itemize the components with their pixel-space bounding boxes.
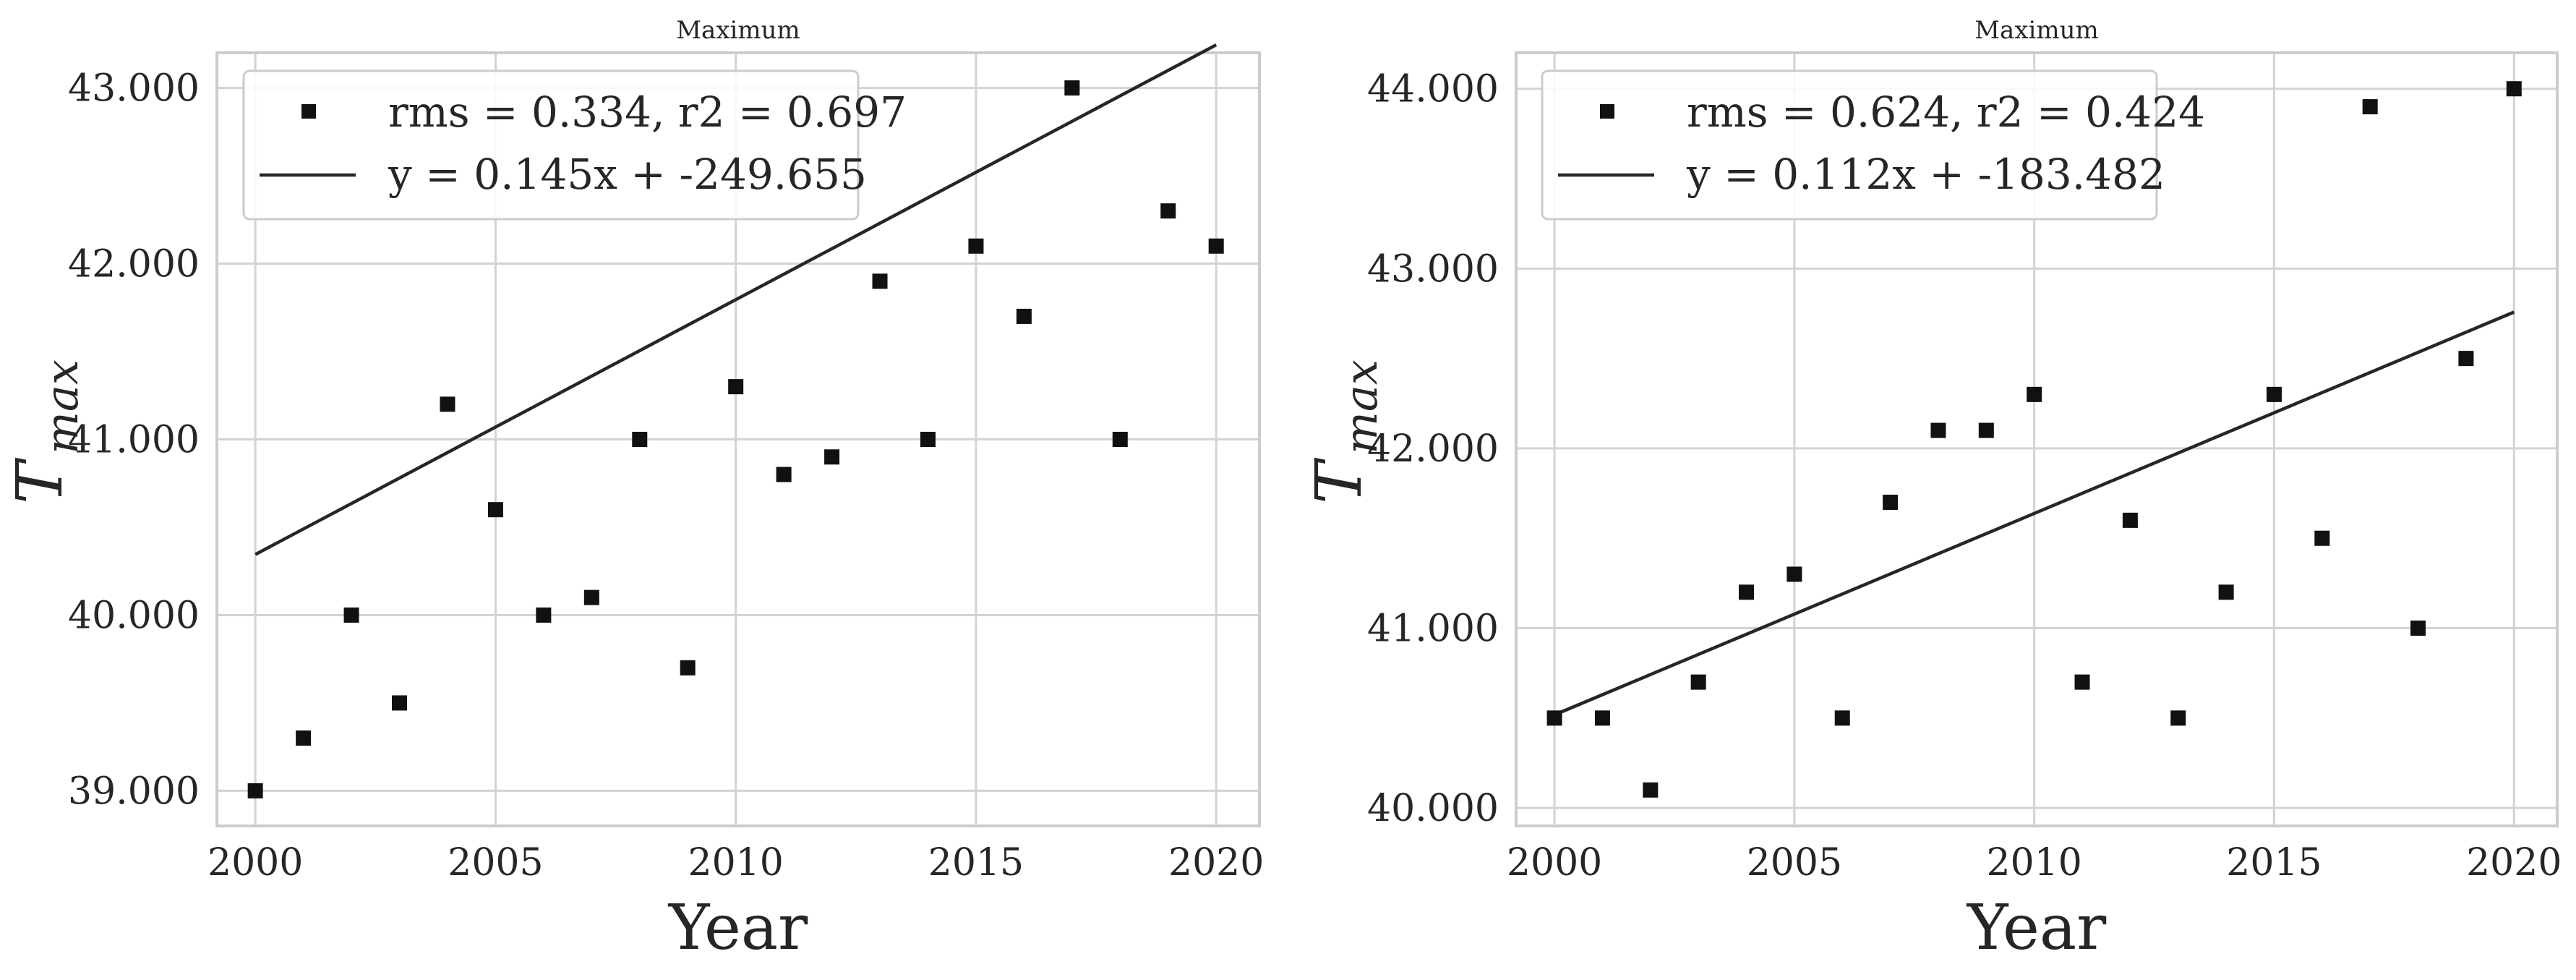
data-point [2410, 621, 2426, 636]
data-point [2506, 81, 2522, 97]
data-point [1594, 710, 1610, 726]
legend-box [242, 69, 860, 221]
x-tick-label: 2000 [207, 841, 303, 885]
data-point [1546, 710, 1562, 726]
legend-label-fit: y = 0.112x + -183.482 [1686, 150, 2165, 199]
data-point [1112, 432, 1128, 447]
chart-title: Maximum [676, 16, 800, 45]
chart-title: Maximum [1974, 16, 2099, 45]
y-tick-label: 43.000 [1367, 247, 1499, 291]
data-point [536, 607, 552, 623]
data-point [2122, 512, 2138, 528]
data-point [2027, 386, 2042, 402]
y-axis-label: T [2, 457, 77, 504]
data-point [1064, 80, 1080, 96]
data-point [2218, 584, 2234, 600]
legend-box [1541, 69, 2158, 221]
data-point [296, 730, 312, 746]
data-point [2266, 386, 2282, 402]
plot-frame [1515, 51, 2559, 827]
y-tick-label: 43.000 [68, 67, 200, 111]
data-point [343, 607, 359, 623]
plot-frame [215, 51, 1261, 827]
data-point [1643, 782, 1659, 798]
fit-line [254, 43, 1218, 556]
data-point [1834, 710, 1850, 726]
y-tick-label: 42.000 [1367, 427, 1499, 471]
data-point [1930, 422, 1946, 438]
data-point [1978, 422, 1994, 438]
data-point [440, 396, 455, 412]
data-point [2362, 99, 2378, 115]
legend-label-points: rms = 0.624, r2 = 0.424 [1687, 88, 2205, 137]
y-tick-label: 40.000 [68, 594, 200, 637]
data-point [872, 273, 888, 289]
x-tick-label: 2000 [1507, 841, 1602, 885]
data-point [776, 466, 792, 482]
data-point [1883, 495, 1899, 511]
x-tick-label: 2015 [2226, 841, 2322, 885]
legend-marker-square [1600, 104, 1614, 119]
data-point [2314, 530, 2330, 546]
legend-label-fit: y = 0.145x + -249.655 [388, 150, 867, 199]
legend-marker-square [301, 104, 316, 119]
x-tick-label: 2020 [2466, 841, 2562, 885]
y-tick-label: 42.000 [68, 243, 200, 286]
x-tick-label: 2015 [928, 841, 1024, 885]
data-point [1208, 238, 1224, 254]
x-tick-label: 2005 [1747, 841, 1842, 885]
y-tick-label: 39.000 [68, 770, 200, 813]
data-point [2458, 351, 2474, 367]
x-axis-label: Year [668, 892, 808, 964]
x-tick-label: 2005 [448, 841, 543, 885]
data-point [728, 379, 744, 395]
data-point [680, 660, 696, 676]
y-tick-label: 41.000 [1367, 608, 1499, 651]
x-tick-label: 2010 [688, 841, 784, 885]
x-tick-label: 2010 [1987, 841, 2082, 885]
y-tick-label: 40.000 [1367, 787, 1499, 830]
data-point [1690, 674, 1706, 690]
legend-label-points: rms = 0.334, r2 = 0.697 [388, 88, 907, 137]
data-point [1786, 566, 1802, 582]
data-point [1739, 584, 1755, 600]
y-axis-label: T [1301, 457, 1376, 504]
x-axis-label: Year [1967, 892, 2107, 964]
data-point [487, 502, 503, 518]
data-point [1160, 203, 1176, 219]
x-tick-label: 2020 [1168, 841, 1264, 885]
data-point [583, 589, 599, 605]
fit-line [1554, 310, 2515, 717]
chart-panel-right: Maximum 2000 2005 2010 2015 2020 40.000 41.000 4… [1301, 16, 2562, 964]
data-point [392, 695, 408, 711]
data-point [920, 432, 936, 447]
y-axis-label-subscript: max [1335, 359, 1387, 454]
chart-panel-left: Maximum 2000 2005 2010 2015 2020 39.000 40.000 4… [2, 16, 1264, 964]
data-point [2074, 674, 2090, 690]
data-point [2170, 710, 2186, 726]
y-tick-label: 44.000 [1367, 68, 1499, 111]
data-point [1016, 308, 1032, 324]
data-point [632, 432, 648, 447]
data-point [247, 783, 263, 798]
y-tick-label: 41.000 [68, 419, 200, 462]
y-axis-label-subscript: max [35, 359, 88, 454]
data-point [824, 449, 840, 465]
data-point [968, 238, 984, 254]
